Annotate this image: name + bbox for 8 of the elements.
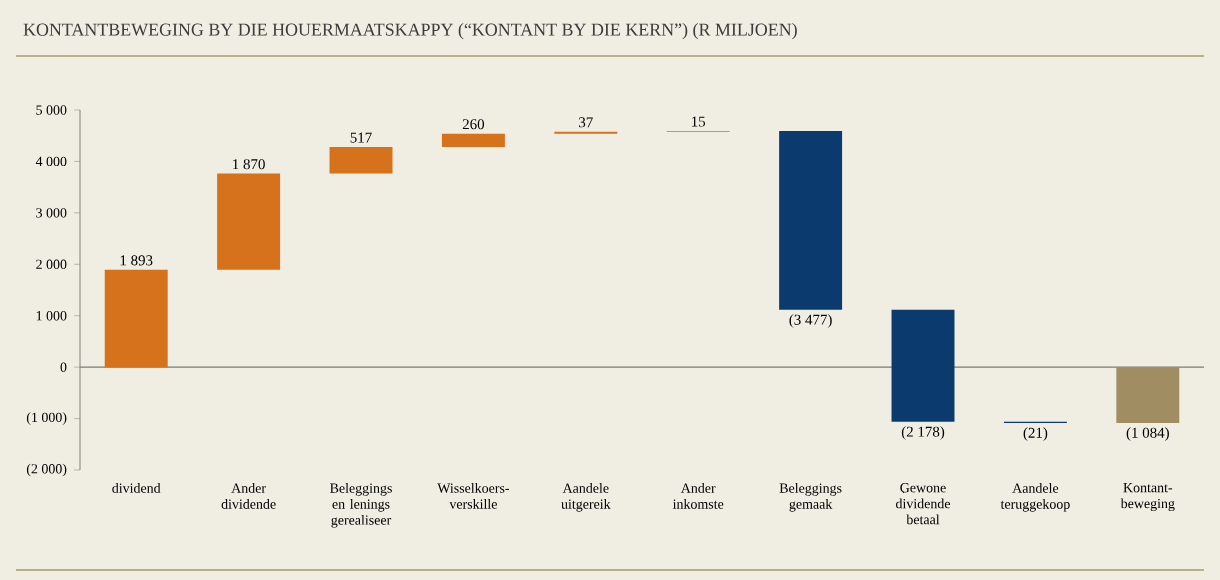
bar (329, 147, 393, 174)
bar (1116, 367, 1180, 423)
bar (104, 269, 168, 368)
bar (441, 133, 505, 148)
chart-title: KONTANTBEWEGING BY DIE HOUERMAATSKAPPY (“KONTANT BY DIE KERN”) (R MILJOEN) (23, 23, 797, 40)
bar (217, 173, 281, 270)
bar (779, 130, 843, 310)
bar (891, 309, 955, 422)
